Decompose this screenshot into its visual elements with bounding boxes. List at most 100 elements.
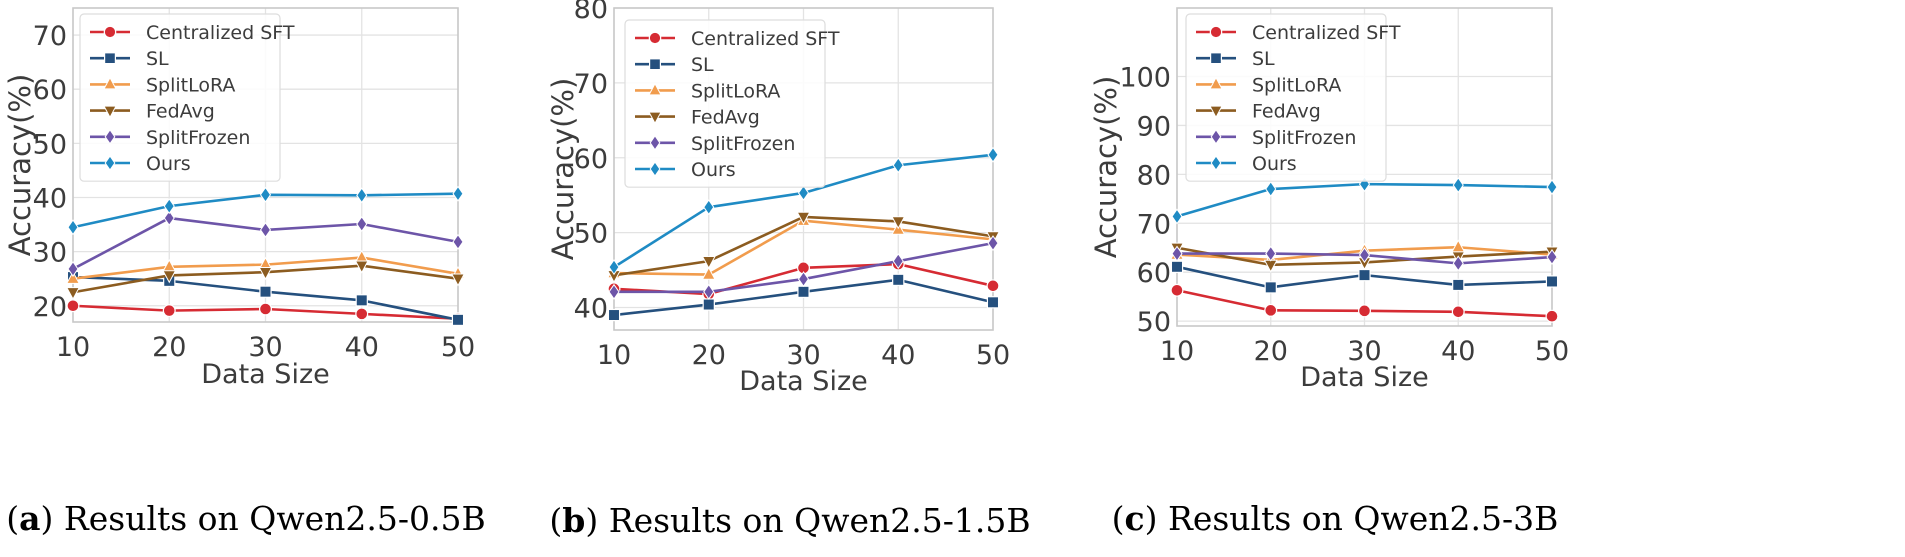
caption-label: b [562, 501, 585, 540]
legend-label: SplitFrozen [146, 127, 250, 149]
legend-label: SL [1252, 48, 1275, 70]
data-point [1170, 260, 1184, 273]
data-point [355, 307, 369, 321]
legend-box [624, 19, 826, 188]
legend: Centralized SFT SL SplitLoRA FedAvg SplitFro… [79, 13, 295, 182]
legend-marker [649, 135, 661, 151]
data-point [1264, 303, 1278, 317]
y-tick-label: 70 [33, 21, 67, 52]
legend-box [1185, 13, 1387, 182]
y-axis-label: Accuracy(%) [546, 78, 580, 261]
x-axis-label: Data Size [1300, 362, 1428, 393]
plot-frame [1176, 7, 1553, 327]
plot-frame [613, 7, 994, 331]
y-tick-label: 40 [33, 183, 67, 214]
data-point [701, 255, 716, 269]
legend-marker [648, 58, 661, 71]
legend-label: SplitLoRA [1252, 74, 1341, 96]
data-point [797, 285, 810, 298]
y-tick-label: 30 [33, 238, 67, 269]
data-point [259, 285, 272, 298]
data-point [987, 235, 999, 252]
x-tick-label: 40 [1441, 336, 1475, 367]
data-point [703, 283, 715, 300]
data-point [1265, 181, 1277, 198]
data-point [162, 270, 177, 284]
data-point [356, 216, 368, 233]
caption-paren-open: ( [549, 501, 562, 540]
legend-marker [1210, 129, 1222, 145]
legend-marker [103, 76, 117, 90]
legend: Centralized SFT SL SplitLoRA FedAvg SplitFro… [1185, 13, 1401, 182]
x-tick-label: 10 [597, 340, 631, 371]
legend-label: Ours [691, 159, 736, 181]
y-tick-label: 50 [33, 129, 67, 160]
y-tick-label: 80 [574, 0, 608, 25]
data-point [65, 270, 81, 284]
legend-marker [648, 31, 662, 45]
legend-marker [103, 25, 117, 39]
x-tick-label: 50 [1535, 336, 1569, 367]
legend-marker [648, 111, 662, 125]
data-point [356, 187, 368, 204]
legend-box [79, 13, 281, 182]
y-tick-label: 60 [574, 144, 608, 175]
y-tick-label: 100 [1119, 62, 1171, 93]
series-group [65, 185, 466, 327]
y-tick-label: 60 [1137, 258, 1171, 289]
legend-label: Centralized SFT [691, 28, 840, 50]
legend-marker [648, 82, 662, 96]
data-point [1452, 278, 1465, 292]
x-tick-label: 10 [1160, 336, 1194, 367]
data-point [1170, 283, 1184, 297]
legend-marker [1209, 52, 1222, 65]
y-tick-label: 40 [574, 294, 608, 325]
data-point [1358, 304, 1371, 318]
y-tick-label: 20 [33, 292, 67, 323]
x-tick-label: 20 [152, 332, 186, 363]
legend: Centralized SFT SL SplitLoRA FedAvg SplitFro… [624, 19, 840, 188]
data-point [987, 146, 999, 163]
legend-label: FedAvg [146, 101, 215, 123]
legend-marker [104, 129, 116, 145]
legend-label: Centralized SFT [1252, 22, 1401, 44]
series-group [606, 146, 1001, 322]
x-tick-label: 30 [786, 340, 820, 371]
x-tick-label: 50 [441, 332, 475, 363]
legend-marker [104, 155, 116, 171]
legend-label: SL [691, 54, 714, 76]
data-point [701, 266, 716, 280]
legend-label: SplitLoRA [146, 74, 235, 96]
data-point [65, 287, 81, 301]
data-point [1171, 245, 1183, 262]
legend-label: Ours [1252, 153, 1297, 175]
caption-text: ) Results on Qwen2.5-3B [1145, 499, 1559, 538]
legend-marker [1209, 25, 1223, 39]
x-tick-label: 10 [56, 332, 90, 363]
data-point [163, 198, 175, 215]
data-point [452, 233, 464, 250]
caption-label: a [19, 499, 40, 538]
legend-label: SplitLoRA [691, 80, 780, 102]
x-tick-label: 20 [1254, 336, 1288, 367]
x-tick-label: 30 [1347, 336, 1381, 367]
data-point [162, 304, 176, 318]
legend-marker [1210, 155, 1222, 171]
data-point [986, 296, 1000, 309]
data-point [608, 283, 620, 300]
y-tick-label: 50 [574, 219, 608, 250]
data-point [66, 299, 80, 313]
data-point [1264, 281, 1277, 294]
x-tick-label: 40 [881, 340, 915, 371]
x-tick-label: 50 [976, 340, 1010, 371]
legend-marker [649, 161, 661, 177]
data-point [607, 308, 621, 322]
data-point [796, 211, 811, 225]
subfigure-caption: (b) Results on Qwen2.5-1.5B [549, 501, 1030, 540]
data-point [986, 279, 1000, 293]
data-point [1452, 255, 1464, 272]
y-axis-label: Accuracy(%) [3, 74, 37, 257]
subfigure-caption: (c) Results on Qwen2.5-3B [1112, 499, 1559, 538]
legend-label: FedAvg [691, 107, 760, 129]
